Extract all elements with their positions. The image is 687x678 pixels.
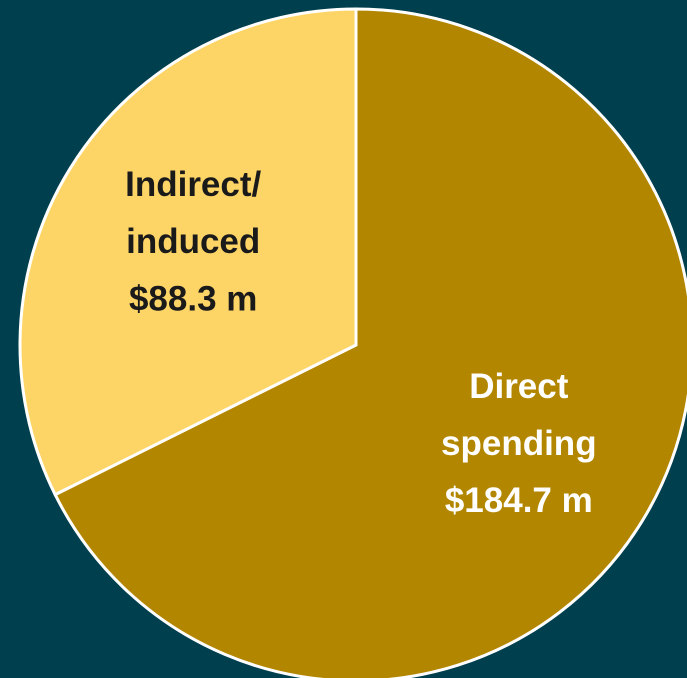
slice-label: Indirect/induced: [125, 165, 261, 261]
slice-label: Direct spending: [441, 367, 597, 463]
pie-slice: [53, 7, 687, 678]
pie-slice: [18, 7, 358, 497]
value-label: $184.7 m: [445, 481, 593, 520]
value-label: $88.3 m: [129, 279, 257, 318]
